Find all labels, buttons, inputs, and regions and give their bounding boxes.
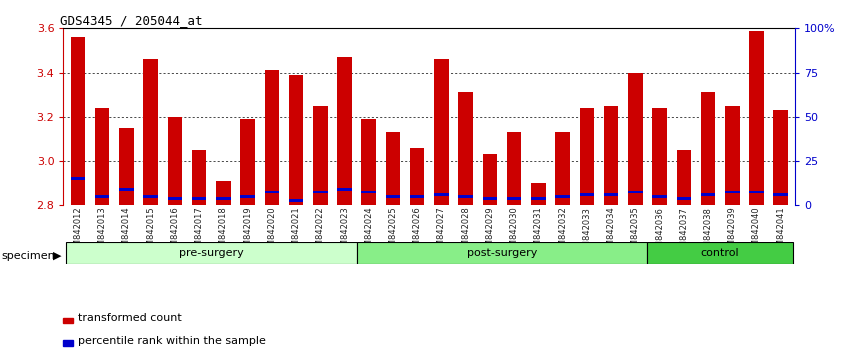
Bar <box>386 132 400 205</box>
Bar <box>71 37 85 205</box>
Bar <box>168 117 182 205</box>
Bar <box>531 183 546 205</box>
Bar <box>386 195 400 198</box>
Bar <box>434 193 448 196</box>
Bar <box>288 75 304 205</box>
Bar <box>628 73 643 205</box>
Bar <box>144 195 158 198</box>
Bar <box>265 70 279 205</box>
Bar <box>459 195 473 198</box>
Bar <box>483 154 497 205</box>
Bar <box>531 197 546 200</box>
Bar <box>410 148 425 205</box>
Bar <box>361 119 376 205</box>
Bar <box>652 195 667 198</box>
Bar <box>555 132 570 205</box>
Bar <box>192 197 206 200</box>
Bar <box>313 106 327 205</box>
Bar <box>725 106 739 205</box>
Bar <box>700 193 715 196</box>
Bar <box>288 199 304 202</box>
Bar <box>168 197 182 200</box>
Bar <box>507 132 521 205</box>
Bar <box>357 242 647 264</box>
Text: post-surgery: post-surgery <box>467 248 537 258</box>
Text: control: control <box>700 248 739 258</box>
Bar <box>71 177 85 180</box>
Bar <box>604 106 618 205</box>
Bar <box>604 193 618 196</box>
Bar <box>119 188 134 191</box>
Bar <box>63 340 73 346</box>
Bar <box>647 242 793 264</box>
Bar <box>410 195 425 198</box>
Bar <box>240 195 255 198</box>
Bar <box>677 197 691 200</box>
Text: percentile rank within the sample: percentile rank within the sample <box>78 336 266 346</box>
Bar <box>119 128 134 205</box>
Bar <box>507 197 521 200</box>
Bar <box>95 108 109 205</box>
Bar <box>628 190 643 194</box>
Bar <box>459 92 473 205</box>
Bar <box>338 57 352 205</box>
Text: transformed count: transformed count <box>78 313 182 323</box>
Bar <box>750 30 764 205</box>
Bar <box>773 193 788 196</box>
Bar <box>240 119 255 205</box>
Bar <box>555 195 570 198</box>
Text: ▶: ▶ <box>53 251 62 261</box>
Bar <box>483 197 497 200</box>
Bar <box>192 150 206 205</box>
Bar <box>338 188 352 191</box>
Text: pre-surgery: pre-surgery <box>179 248 244 258</box>
Bar <box>580 108 594 205</box>
Bar <box>265 190 279 194</box>
Bar <box>361 190 376 194</box>
Bar <box>652 108 667 205</box>
Bar <box>725 190 739 194</box>
Bar <box>750 190 764 194</box>
Bar <box>773 110 788 205</box>
Bar <box>144 59 158 205</box>
Bar <box>216 197 231 200</box>
Bar <box>580 193 594 196</box>
Bar <box>313 190 327 194</box>
Bar <box>677 150 691 205</box>
Bar <box>216 181 231 205</box>
Bar <box>66 242 357 264</box>
Bar <box>63 318 73 323</box>
Bar <box>95 195 109 198</box>
Text: specimen: specimen <box>2 251 56 261</box>
Bar <box>700 92 715 205</box>
Bar <box>434 59 448 205</box>
Text: GDS4345 / 205044_at: GDS4345 / 205044_at <box>60 14 202 27</box>
